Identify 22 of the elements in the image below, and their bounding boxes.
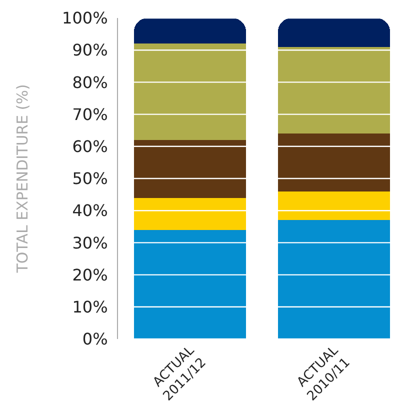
bar <box>134 140 246 198</box>
y-tick-label: 90% <box>72 40 108 60</box>
bar <box>278 220 390 339</box>
bar <box>134 18 246 44</box>
bar <box>278 191 390 220</box>
bar <box>278 134 390 192</box>
y-tick-label: 20% <box>72 265 108 284</box>
y-axis-title: TOTAL EXPENDITURE (%) <box>13 84 32 274</box>
y-tick-label: 100% <box>62 8 108 28</box>
bar <box>278 18 390 47</box>
bar <box>134 44 246 140</box>
y-tick-label: 30% <box>72 233 108 252</box>
y-tick-label: 0% <box>82 330 108 349</box>
y-tick-label: 50% <box>72 169 108 188</box>
y-tick-label: 80% <box>72 72 108 92</box>
bar <box>278 46 390 134</box>
bar <box>134 198 246 230</box>
y-tick-label: 10% <box>72 298 108 316</box>
y-tick-label: 70% <box>72 104 108 124</box>
bar <box>134 230 246 339</box>
y-tick-label: 60% <box>72 137 108 156</box>
y-tick-label: 40% <box>72 201 108 220</box>
